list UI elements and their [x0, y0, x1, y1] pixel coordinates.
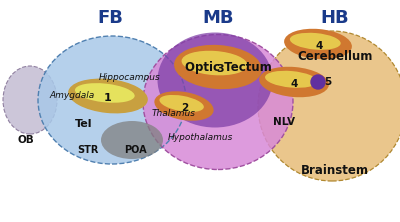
Text: MB: MB [202, 9, 234, 27]
Ellipse shape [290, 33, 341, 50]
Text: Thalamus: Thalamus [152, 109, 196, 119]
Circle shape [311, 75, 325, 89]
Ellipse shape [101, 121, 163, 159]
Ellipse shape [182, 51, 248, 75]
Ellipse shape [160, 95, 204, 112]
Ellipse shape [68, 79, 148, 113]
Ellipse shape [259, 67, 329, 97]
Text: OB: OB [18, 135, 34, 145]
Text: 4: 4 [315, 41, 323, 51]
Ellipse shape [75, 83, 135, 103]
Text: Hypothalamus: Hypothalamus [167, 133, 233, 143]
Text: HB: HB [321, 9, 349, 27]
Text: Hippocampus: Hippocampus [99, 73, 161, 81]
Text: Cerebellum: Cerebellum [297, 50, 373, 63]
Text: Brainstem: Brainstem [301, 163, 369, 176]
Text: 1: 1 [104, 93, 112, 103]
Ellipse shape [265, 71, 317, 88]
Text: Tel: Tel [75, 119, 93, 129]
Text: FB: FB [97, 9, 123, 27]
Ellipse shape [284, 29, 352, 59]
Text: STR: STR [77, 145, 99, 155]
Text: Amygdala: Amygdala [49, 91, 95, 101]
Ellipse shape [3, 66, 57, 134]
Ellipse shape [154, 91, 214, 121]
Ellipse shape [158, 32, 272, 127]
Ellipse shape [174, 45, 262, 89]
Text: 5: 5 [324, 77, 332, 87]
Text: 3: 3 [216, 64, 224, 74]
Ellipse shape [38, 36, 186, 164]
Ellipse shape [258, 31, 400, 181]
Text: 4: 4 [290, 79, 298, 89]
Ellipse shape [143, 34, 293, 170]
Text: 2: 2 [181, 103, 189, 113]
Text: NLV: NLV [273, 117, 295, 127]
Text: POA: POA [124, 145, 146, 155]
Text: Optic Tectum: Optic Tectum [185, 61, 271, 73]
